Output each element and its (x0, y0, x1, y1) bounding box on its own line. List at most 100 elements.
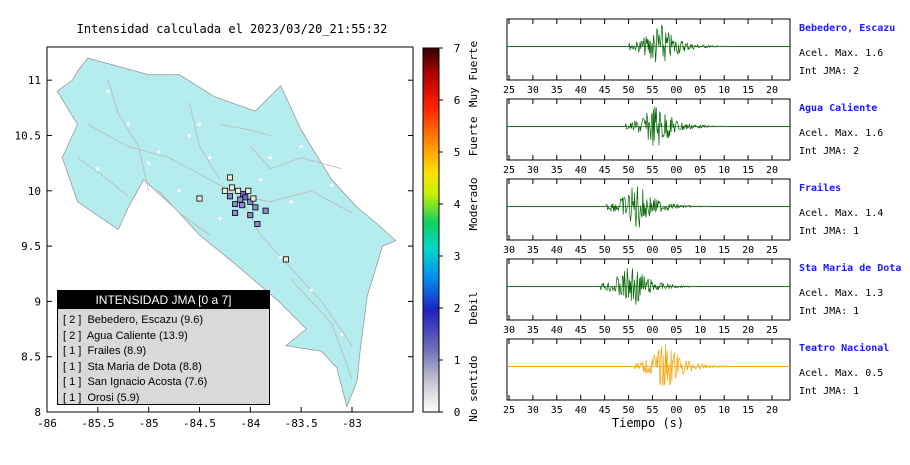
map-x-tick-label: -85.5 (81, 417, 114, 430)
station-marker (226, 193, 233, 200)
seismogram-tick-label: 30 (527, 85, 539, 96)
station-marker (282, 256, 289, 263)
town-dot (197, 122, 202, 126)
seismogram-tick-label: 00 (670, 165, 682, 176)
seismogram-station-name: Sta Maria de Dota (799, 262, 901, 274)
colorbar-category-label: Moderado (467, 178, 480, 231)
station-marker (262, 207, 269, 214)
seismogram-tick-label: 50 (623, 405, 635, 416)
colorbar-category-label: No sentido (467, 355, 480, 421)
seismogram-tick-label: 05 (694, 165, 706, 176)
town-dot (330, 183, 334, 187)
seismogram-tick-label: 45 (575, 325, 587, 336)
road-line (188, 102, 221, 180)
seismogram-tick-label: 50 (599, 325, 611, 336)
seismogram-tick-label: 00 (646, 245, 658, 256)
seismogram-tick-label: 20 (742, 245, 754, 256)
seismogram-tick-label: 35 (527, 245, 539, 256)
map-x-tick-label: -83 (342, 417, 362, 430)
seismogram-panel: 30 35 40 45 50 55 00 05 10 15 20 25 Sta Maria de Dot… (503, 258, 901, 336)
town-dot (299, 144, 303, 149)
seismogram-tick-label: 20 (742, 325, 754, 336)
seismogram-tick-label: 10 (718, 405, 730, 416)
seismogram-tick-label: 20 (766, 405, 778, 416)
town-dot (147, 161, 151, 165)
seismogram-tick-label: 30 (503, 245, 515, 256)
seismogram-int-jma: Int JMA: 2 (799, 146, 859, 157)
intensity-colorbar: 0 1 2 3 4 5 6 7 No sentido Debil Moderado Fuerte Mu… (422, 41, 480, 422)
seismogram-tick-label: 05 (670, 245, 682, 256)
town-dot (157, 150, 161, 154)
map-x-tick-label: -85 (139, 417, 159, 430)
station-marker (242, 194, 249, 201)
seismogram-tick-label: 15 (742, 405, 754, 416)
seismogram-int-jma: Int JMA: 2 (799, 66, 859, 77)
seismogram-tick-label: 55 (623, 245, 635, 256)
seismogram-tick-label: 30 (503, 325, 515, 336)
map-x-axis: -86 -85.5 -85 -84.5 -84 -83.5 -83 (37, 407, 362, 430)
map-y-axis: 8 8.5 9 9.5 10 10.5 11 (15, 74, 413, 419)
town-dot (167, 222, 171, 226)
town-dot (330, 366, 334, 370)
map-y-tick-label: 8.5 (21, 351, 41, 364)
seismogram-tick-label: 05 (694, 85, 706, 96)
seismogram-tick-label: 00 (670, 405, 682, 416)
seismogram-tick-label: 05 (694, 405, 706, 416)
seismogram-tick-label: 25 (766, 245, 778, 256)
seismogram-tick-label: 55 (623, 325, 635, 336)
seismogram-tick-label: 05 (670, 325, 682, 336)
seismogram-tick-label: 35 (551, 85, 563, 96)
colorbar-tick-label: 7 (454, 42, 461, 55)
costa-rica-land (56, 57, 397, 408)
seismogram-tick-label: 40 (575, 85, 587, 96)
station-marker (196, 195, 203, 202)
colorbar-tick-label: 4 (454, 198, 461, 211)
land-polygon (56, 57, 397, 408)
seismogram-tick-label: 10 (694, 325, 706, 336)
road-line (250, 146, 342, 170)
seismogram-tick-label: 25 (503, 405, 515, 416)
legend-entry: [ 1 ] San Ignacio Acosta (7.6) (63, 376, 208, 388)
town-dot (309, 288, 313, 292)
map-y-tick-label: 10 (28, 185, 41, 198)
colorbar-category-label: Muy Fuerte (467, 41, 480, 107)
station-marker (250, 195, 257, 202)
town-dot (96, 167, 100, 171)
seismogram-tick-label: 45 (575, 245, 587, 256)
seismogram-tick-label: 50 (599, 245, 611, 256)
seismogram-tick-label: 40 (551, 245, 563, 256)
seismogram-tick-label: 35 (527, 325, 539, 336)
colorbar-tick-label: 0 (454, 406, 461, 419)
town-dot (106, 89, 110, 93)
seismogram-tick-label: 30 (527, 165, 539, 176)
seismogram-int-jma: Int JMA: 1 (799, 226, 859, 237)
map-y-tick-label: 11 (28, 74, 41, 87)
seismogram-tick-label: 00 (670, 85, 682, 96)
seismogram-tick-label: 55 (646, 85, 658, 96)
colorbar-tick-label: 3 (454, 250, 461, 263)
colorbar-ticks: 0 1 2 3 4 5 6 7 (439, 42, 461, 419)
seismogram-acel-max: Acel. Max. 0.5 (799, 368, 883, 379)
road-line (290, 279, 353, 379)
road-line (219, 124, 271, 136)
map-x-tick-label: -84 (240, 417, 260, 430)
seismogram-acel-max: Acel. Max. 1.6 (799, 48, 883, 59)
map-x-tick-label: -83.5 (285, 417, 318, 430)
seismogram-tick-label: 15 (718, 245, 730, 256)
town-dot (187, 133, 191, 138)
seismogram-tick-label: 45 (599, 405, 611, 416)
town-dot (340, 333, 344, 337)
town-dot (126, 122, 130, 126)
station-marker (247, 198, 254, 205)
seismogram-tick-label: 25 (503, 85, 515, 96)
seismogram-station-name: Teatro Nacional (799, 342, 889, 354)
seismogram-acel-max: Acel. Max. 1.6 (799, 128, 883, 139)
seismogram-frame (506, 178, 791, 241)
town-dot (279, 255, 283, 259)
station-marker (226, 174, 233, 181)
road-line (77, 157, 129, 197)
colorbar-gradient (422, 47, 440, 413)
map-y-tick-label: 8 (34, 406, 41, 419)
seismogram-tick-label: 40 (551, 325, 563, 336)
seismogram-x-label: Tiempo (s) (612, 416, 684, 430)
